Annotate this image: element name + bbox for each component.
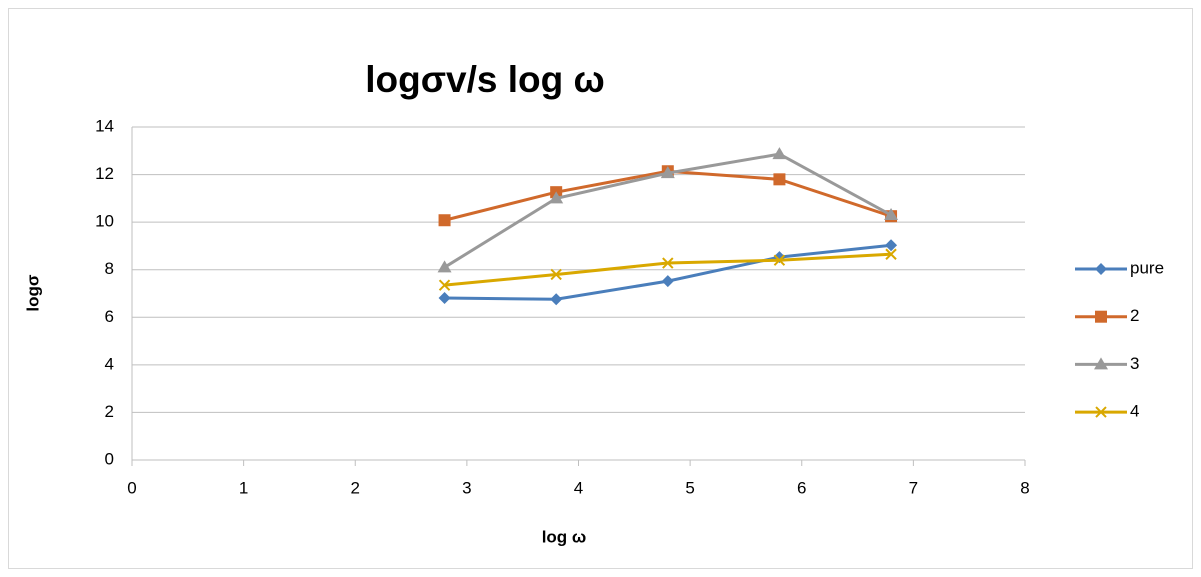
legend-entry: 3: [1075, 354, 1139, 373]
marker: [885, 248, 897, 260]
x-axis-label: log ω: [542, 527, 587, 546]
legend-label: 2: [1130, 306, 1139, 325]
legend-label: 4: [1130, 402, 1139, 421]
marker: [438, 292, 451, 305]
legend-label: 3: [1130, 354, 1139, 373]
x-tick-label: 2: [351, 478, 360, 497]
marker: [884, 208, 899, 221]
y-tick-label: 2: [105, 402, 114, 421]
marker: [885, 239, 898, 252]
marker: [550, 268, 562, 281]
y-tick-label: 8: [105, 259, 114, 278]
marker: [660, 166, 675, 179]
x-tick-label: 7: [909, 478, 918, 497]
marker: [1095, 310, 1107, 323]
x-tick-label: 6: [797, 478, 806, 497]
x-tick-label: 4: [574, 478, 583, 497]
marker: [438, 279, 451, 291]
x-tick-label: 8: [1020, 478, 1029, 497]
y-axis-label: logσ: [23, 274, 42, 311]
marker: [1094, 357, 1108, 370]
marker: [438, 214, 451, 227]
marker: [661, 275, 674, 288]
legend-entry: 4: [1075, 402, 1139, 421]
chart-title: logσv/s log ω: [365, 59, 605, 100]
marker: [773, 254, 786, 266]
x-tick-label: 1: [239, 478, 248, 497]
y-tick-label: 12: [95, 164, 114, 183]
y-tick-label: 14: [95, 116, 114, 135]
legend-label: pure: [1130, 258, 1164, 277]
marker: [1095, 263, 1107, 275]
marker: [772, 147, 787, 160]
marker: [662, 257, 674, 269]
y-tick-label: 6: [105, 307, 114, 326]
marker: [1095, 406, 1107, 418]
y-tick-label: 4: [105, 354, 114, 373]
y-tick-label: 0: [105, 449, 114, 468]
chart-border: [8, 8, 1193, 569]
legend-entry: pure: [1075, 258, 1164, 277]
y-tick-label: 10: [95, 212, 114, 231]
marker: [773, 173, 786, 186]
x-tick-label: 5: [685, 478, 694, 497]
marker: [550, 293, 563, 306]
x-tick-label: 0: [127, 478, 136, 497]
marker: [437, 260, 452, 273]
x-tick-label: 3: [462, 478, 471, 497]
marker: [549, 191, 564, 204]
legend-entry: 2: [1075, 306, 1139, 325]
